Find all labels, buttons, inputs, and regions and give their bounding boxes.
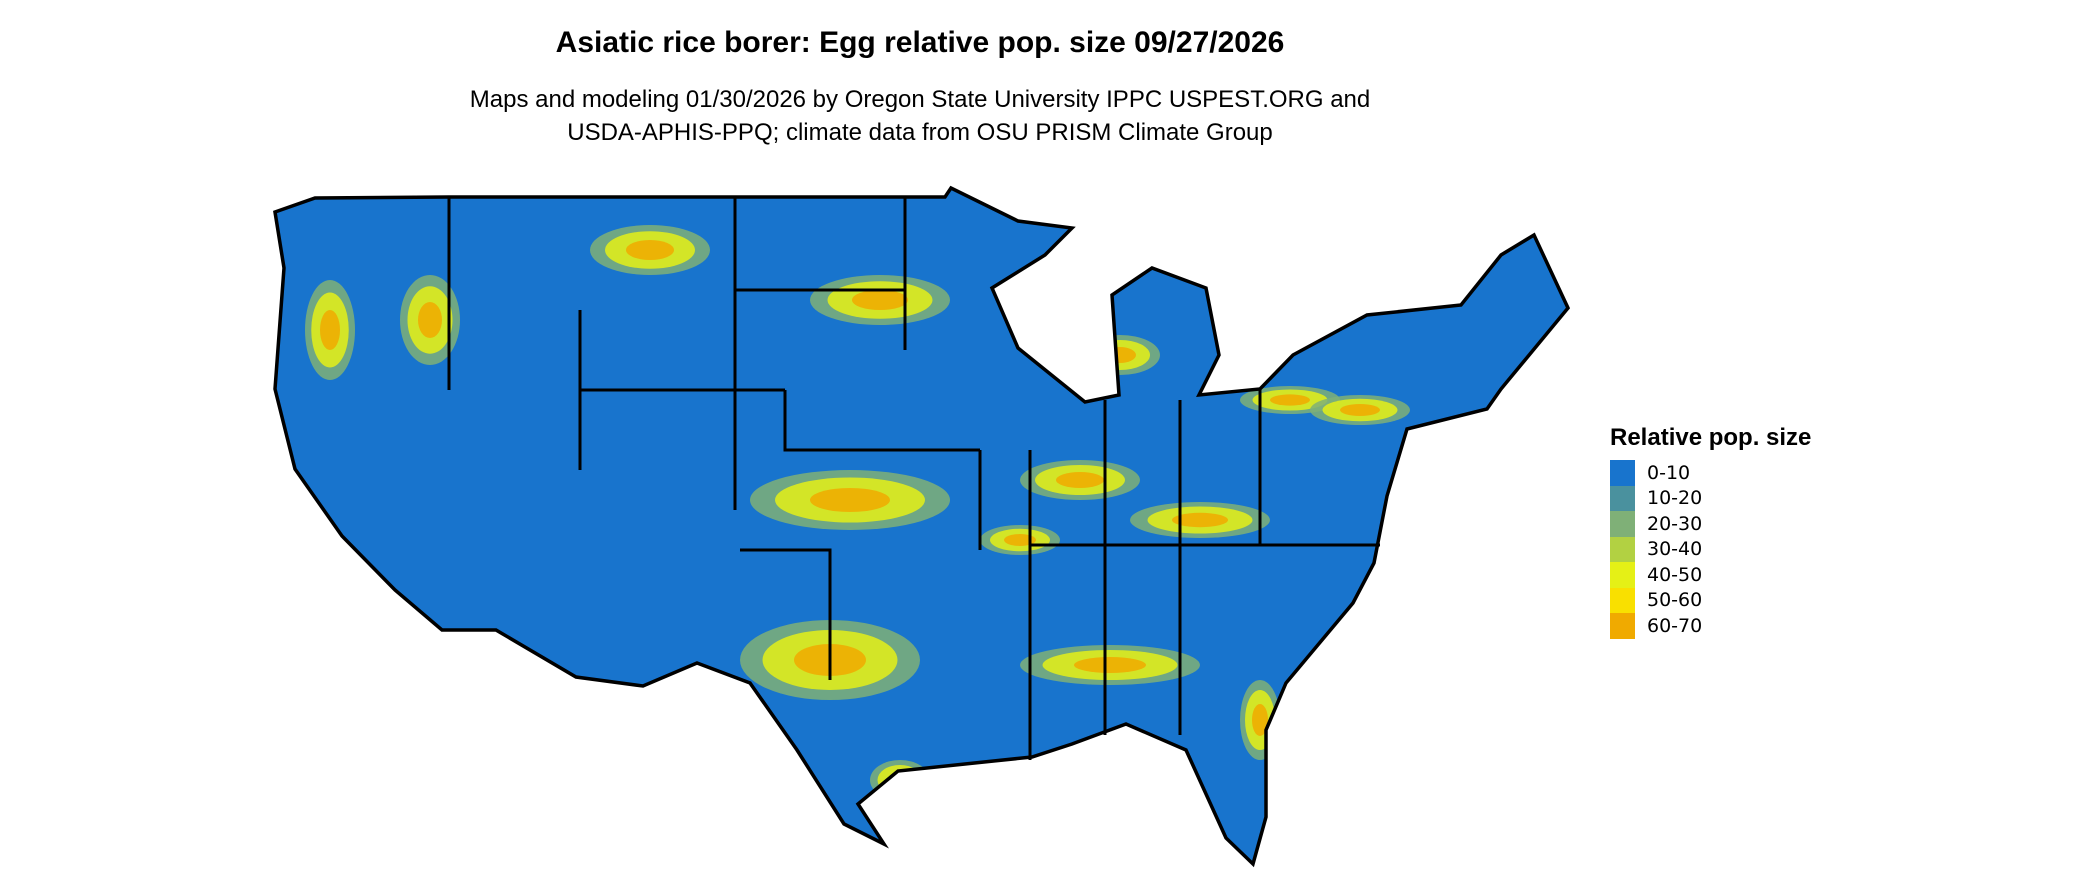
hotspot-region xyxy=(1056,472,1104,488)
state-boundary xyxy=(740,548,832,680)
population-hotspots xyxy=(305,225,1410,800)
hotspot-region xyxy=(418,302,442,338)
legend-swatch xyxy=(1610,613,1635,639)
legend-label: 20-30 xyxy=(1647,512,1703,535)
legend-swatch xyxy=(1610,536,1635,562)
hotspot-region xyxy=(1270,394,1310,406)
legend-item: 60-70 xyxy=(1610,613,1811,639)
hotspot-region xyxy=(1104,347,1136,363)
hotspot-region xyxy=(810,488,890,512)
state-boundary xyxy=(783,390,980,452)
legend-item: 50-60 xyxy=(1610,587,1811,613)
hotspot-region xyxy=(320,310,340,350)
legend-swatch xyxy=(1610,511,1635,537)
hotspot-region xyxy=(852,290,908,310)
hotspot-region xyxy=(1340,404,1380,416)
hotspot-region xyxy=(1004,534,1036,546)
legend-label: 60-70 xyxy=(1647,614,1703,637)
legend-label: 0-10 xyxy=(1647,461,1691,484)
subtitle-line-2: USDA-APHIS-PPQ; climate data from OSU PR… xyxy=(567,119,1273,146)
legend-item: 40-50 xyxy=(1610,562,1811,588)
legend-swatch xyxy=(1610,587,1635,613)
us-outline xyxy=(273,185,1571,868)
legend-swatch xyxy=(1610,562,1635,588)
hotspot-region xyxy=(1252,704,1268,736)
legend-label: 50-60 xyxy=(1647,589,1703,612)
legend-item: 10-20 xyxy=(1610,485,1811,511)
hotspot-region xyxy=(1172,512,1228,528)
hotspot-region xyxy=(1074,657,1146,673)
legend-label: 30-40 xyxy=(1647,538,1703,561)
subtitle-line-1: Maps and modeling 01/30/2026 by Oregon S… xyxy=(469,86,1371,113)
legend-swatch xyxy=(1610,485,1635,511)
legend-label: 40-50 xyxy=(1647,563,1703,586)
hotspot-region xyxy=(626,240,674,260)
map-title: Asiatic rice borer: Egg relative pop. si… xyxy=(555,26,1285,59)
legend-item: 30-40 xyxy=(1610,536,1811,562)
legend-item: 0-10 xyxy=(1610,460,1811,486)
legend-item: 20-30 xyxy=(1610,511,1811,537)
state-boundaries xyxy=(447,197,1380,760)
legend-title: Relative pop. size xyxy=(1610,424,1812,451)
legend-swatch xyxy=(1610,460,1635,486)
legend: Relative pop. size 0-10 10-20 20-30 30-40 40… xyxy=(1610,424,1811,639)
legend-label: 10-20 xyxy=(1647,487,1703,510)
